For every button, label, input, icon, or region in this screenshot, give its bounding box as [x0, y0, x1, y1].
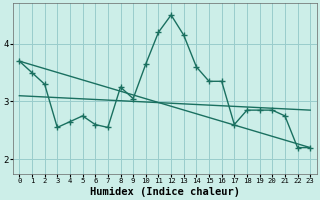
X-axis label: Humidex (Indice chaleur): Humidex (Indice chaleur)	[90, 186, 240, 197]
